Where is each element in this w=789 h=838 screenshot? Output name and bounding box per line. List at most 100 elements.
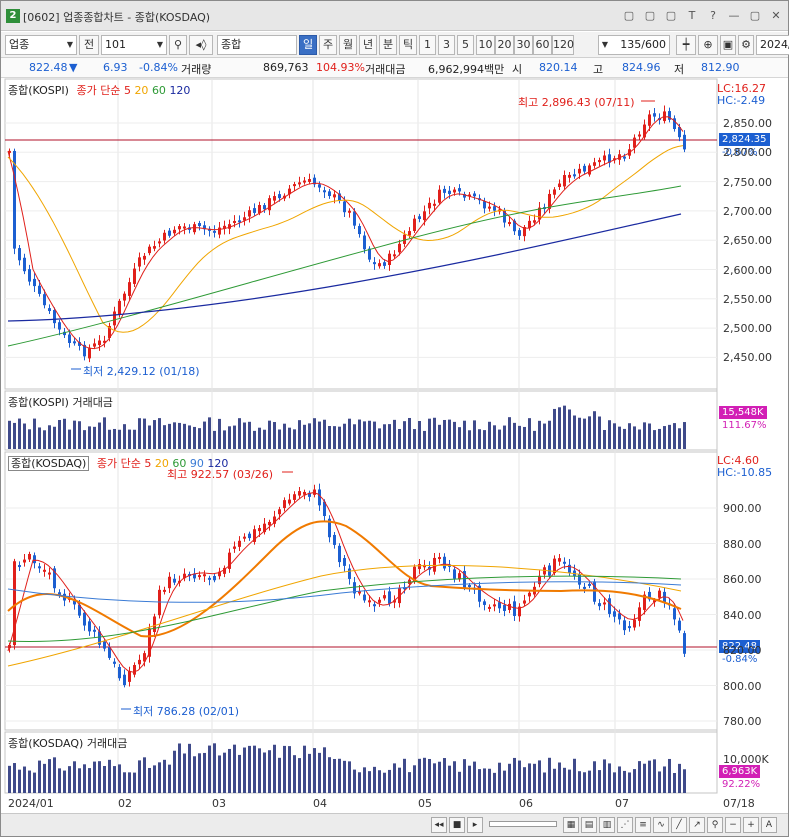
crosshair-button[interactable]: ⊕ <box>698 35 718 55</box>
minimize-icon[interactable]: — <box>728 9 740 22</box>
sound-button[interactable]: ◂◊ <box>189 35 213 55</box>
date-input[interactable]: 2024/ <box>756 35 789 55</box>
kospi-candle <box>43 294 46 306</box>
kospi-volume-bar <box>458 427 461 449</box>
zoom-button[interactable]: ⚲ <box>707 817 723 833</box>
rewind-button[interactable]: ◂◂ <box>431 817 447 833</box>
interval-button-7[interactable]: 120 <box>552 35 574 55</box>
period-tab-5[interactable]: 틱 <box>399 35 417 55</box>
amount-label: 거래대금 <box>365 63 406 76</box>
symbol-name-field: 종합(KOSDAQ) <box>217 35 297 69</box>
kosdaq-volume-bar <box>448 765 451 793</box>
kospi-candle <box>533 220 536 223</box>
period-tab-2[interactable]: 월 <box>339 35 357 55</box>
window-icon-2[interactable]: ▢ <box>644 9 656 22</box>
kosdaq-volume-bar <box>628 772 631 793</box>
kosdaq-volume-bar <box>618 766 621 793</box>
period-tab-1[interactable]: 주 <box>319 35 337 55</box>
text-tool-button[interactable]: A <box>761 817 777 833</box>
code-input[interactable]: 101 ▼ <box>101 35 167 55</box>
tool-button-1[interactable]: ▦ <box>563 817 579 833</box>
candle-type-button[interactable]: ┿ <box>676 35 696 55</box>
search-button[interactable]: ⚲ <box>169 35 187 55</box>
interval-button-0[interactable]: 1 <box>419 35 436 55</box>
market-select[interactable]: 업종 ▼ <box>5 35 77 55</box>
kosdaq-volume-bar <box>378 770 381 793</box>
kosdaq-volume-bar <box>233 744 236 793</box>
tool-button-2[interactable]: ▤ <box>581 817 597 833</box>
kospi-volume-bar <box>413 429 416 449</box>
kospi-y-tick: 2,750.00 <box>723 175 772 189</box>
kospi-candle <box>673 118 676 130</box>
interval-button-3[interactable]: 10 <box>476 35 495 55</box>
kosdaq-candle <box>308 492 311 497</box>
kosdaq-volume-bar <box>358 772 361 793</box>
kospi-volume-bar <box>318 421 321 449</box>
zoom-in-button[interactable]: + <box>743 817 759 833</box>
interval-button-5[interactable]: 30 <box>514 35 533 55</box>
kosdaq-volume-bar <box>388 769 391 793</box>
kospi-volume-bar <box>288 427 291 449</box>
kosdaq-pct-tag: -0.84% <box>722 654 758 665</box>
kospi-candle <box>448 190 451 194</box>
kospi-candle <box>623 156 626 159</box>
stop-button[interactable]: ■ <box>449 817 465 833</box>
interval-button-6[interactable]: 60 <box>533 35 552 55</box>
kospi-candle <box>513 220 516 232</box>
settings-button[interactable]: ⚙ <box>738 35 754 55</box>
interval-button-1[interactable]: 3 <box>438 35 455 55</box>
kospi-volume-bar <box>518 425 521 449</box>
save-button[interactable]: ▣ <box>720 35 736 55</box>
maximize-icon[interactable]: ▢ <box>749 9 761 22</box>
kospi-y-tick: 2,450.00 <box>723 351 772 365</box>
kospi-candle <box>378 263 381 267</box>
kosdaq-candle <box>383 595 386 599</box>
kosdaq-candle <box>173 578 176 583</box>
interval-button-4[interactable]: 20 <box>495 35 514 55</box>
tool-button-7[interactable]: ╱ <box>671 817 687 833</box>
kosdaq-volume-bar <box>293 755 296 793</box>
period-tab-0[interactable]: 일 <box>299 35 317 55</box>
kospi-volume-bar <box>443 419 446 449</box>
kospi-price-tag: 2,824.35 <box>719 133 770 146</box>
bar-count-input[interactable]: ▼ 135/600 <box>598 35 670 55</box>
period-tab-4[interactable]: 분 <box>379 35 397 55</box>
play-button[interactable]: ▸ <box>467 817 483 833</box>
kospi-candle <box>83 344 86 357</box>
period-tab-3[interactable]: 년 <box>359 35 377 55</box>
window-icon-3[interactable]: ▢ <box>665 9 677 22</box>
tool-button-3[interactable]: ▥ <box>599 817 615 833</box>
interval-button-2[interactable]: 5 <box>457 35 474 55</box>
kospi-volume-bar <box>48 425 51 449</box>
close-icon[interactable]: ✕ <box>771 9 781 22</box>
zoom-out-button[interactable]: − <box>725 817 741 833</box>
all-button[interactable]: 전 <box>79 35 99 55</box>
tool-button-6[interactable]: ∿ <box>653 817 669 833</box>
kospi-candle <box>638 134 641 137</box>
kosdaq-ma60: 60 <box>172 457 187 470</box>
kospi-volume-bar <box>278 429 281 449</box>
kospi-volume-bar <box>308 423 311 449</box>
kosdaq-volume-bar <box>278 757 281 793</box>
kospi-candle <box>548 193 551 209</box>
kospi-candle <box>553 189 556 195</box>
volume-ratio: 104.93% <box>316 61 365 74</box>
open-value: 820.14 <box>539 61 578 74</box>
scroll-slider[interactable] <box>489 821 557 827</box>
tool-button-4[interactable]: ⋰ <box>617 817 633 833</box>
kosdaq-candle <box>263 523 266 533</box>
kospi-volume-bar <box>348 418 351 449</box>
tool-button-5[interactable]: ≡ <box>635 817 651 833</box>
chevron-down-icon: ▼ <box>66 40 74 49</box>
help-icon[interactable]: ? <box>710 9 716 22</box>
kospi-candle <box>303 180 306 183</box>
x-tick-label: 04 <box>313 797 327 810</box>
kospi-volume-bar <box>393 419 396 449</box>
window-icon-1[interactable]: ▢ <box>623 9 635 22</box>
grid-icon: ▦ <box>566 820 576 830</box>
x-tick-label: 07 <box>615 797 629 810</box>
kospi-volume-bar <box>428 418 431 449</box>
tool-button-8[interactable]: ↗ <box>689 817 705 833</box>
text-icon[interactable]: T <box>688 9 696 22</box>
kospi-volume-bar <box>593 411 596 449</box>
